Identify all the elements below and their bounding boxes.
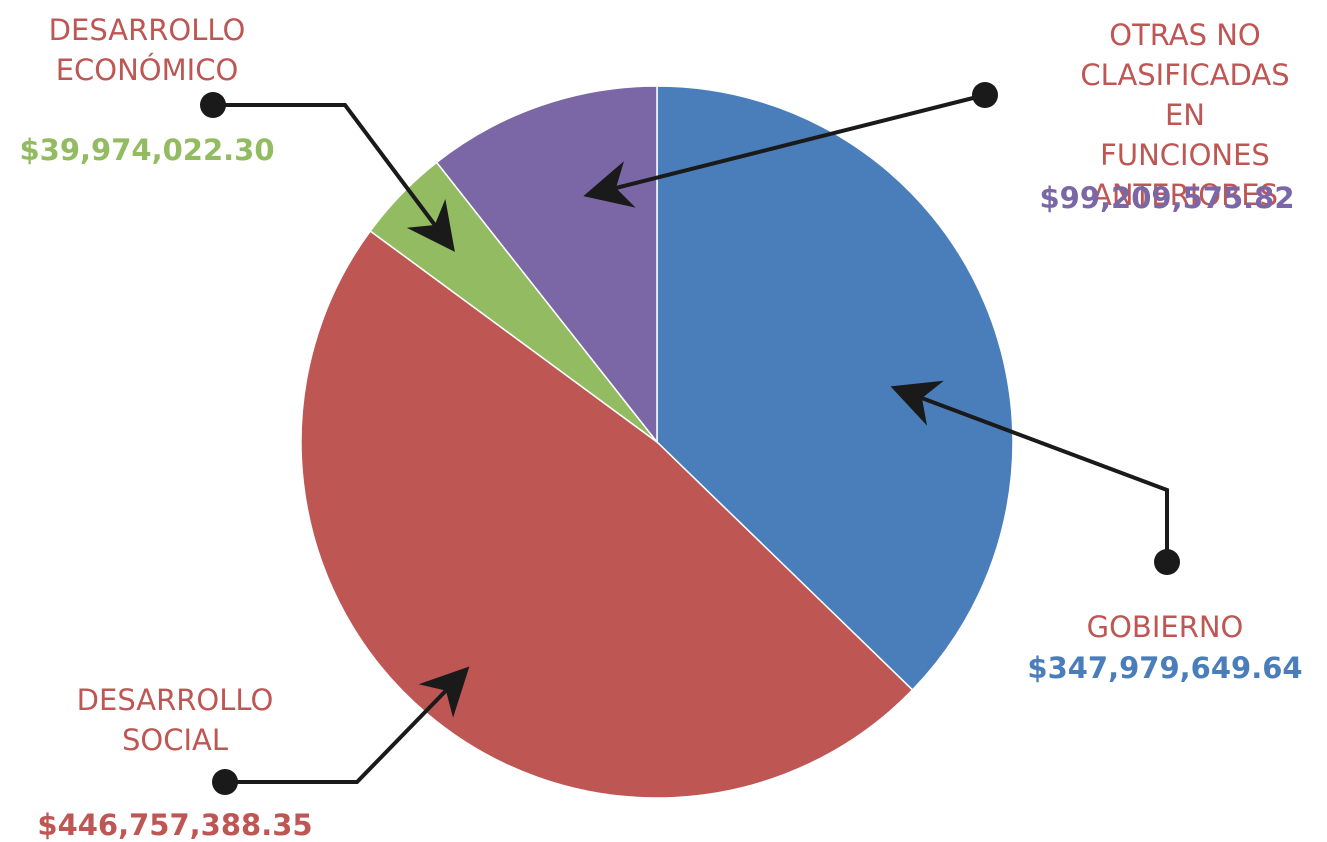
slice-label: OTRAS NO CLASIFICADAS EN FUNCIONES ANTER… bbox=[1080, 18, 1290, 212]
leader-dot bbox=[200, 92, 226, 118]
slice-label: DESARROLLO SOCIAL bbox=[76, 683, 274, 757]
pie-slice bbox=[656, 85, 1014, 691]
leader-line bbox=[225, 666, 470, 784]
value-label: $99,209,575.82 bbox=[1039, 181, 1295, 215]
leader-line bbox=[583, 93, 986, 208]
leader-line bbox=[890, 380, 1169, 562]
leader-dot bbox=[972, 82, 998, 108]
value-label: $347,979,649.64 bbox=[1027, 651, 1303, 685]
value-label: $39,974,022.30 bbox=[19, 133, 275, 167]
leader-dot bbox=[1154, 549, 1180, 575]
leader-dots bbox=[200, 82, 1180, 795]
leader-dot bbox=[212, 769, 238, 795]
slices bbox=[300, 85, 1014, 799]
leader-line bbox=[213, 103, 455, 252]
slice-label: DESARROLLO ECONÓMICO bbox=[48, 13, 246, 87]
value-label: $446,757,388.35 bbox=[37, 808, 313, 842]
leaders bbox=[213, 93, 1169, 784]
slice-label: GOBIERNO bbox=[1086, 610, 1244, 644]
